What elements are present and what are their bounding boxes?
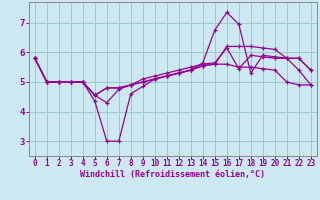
X-axis label: Windchill (Refroidissement éolien,°C): Windchill (Refroidissement éolien,°C)	[80, 170, 265, 179]
